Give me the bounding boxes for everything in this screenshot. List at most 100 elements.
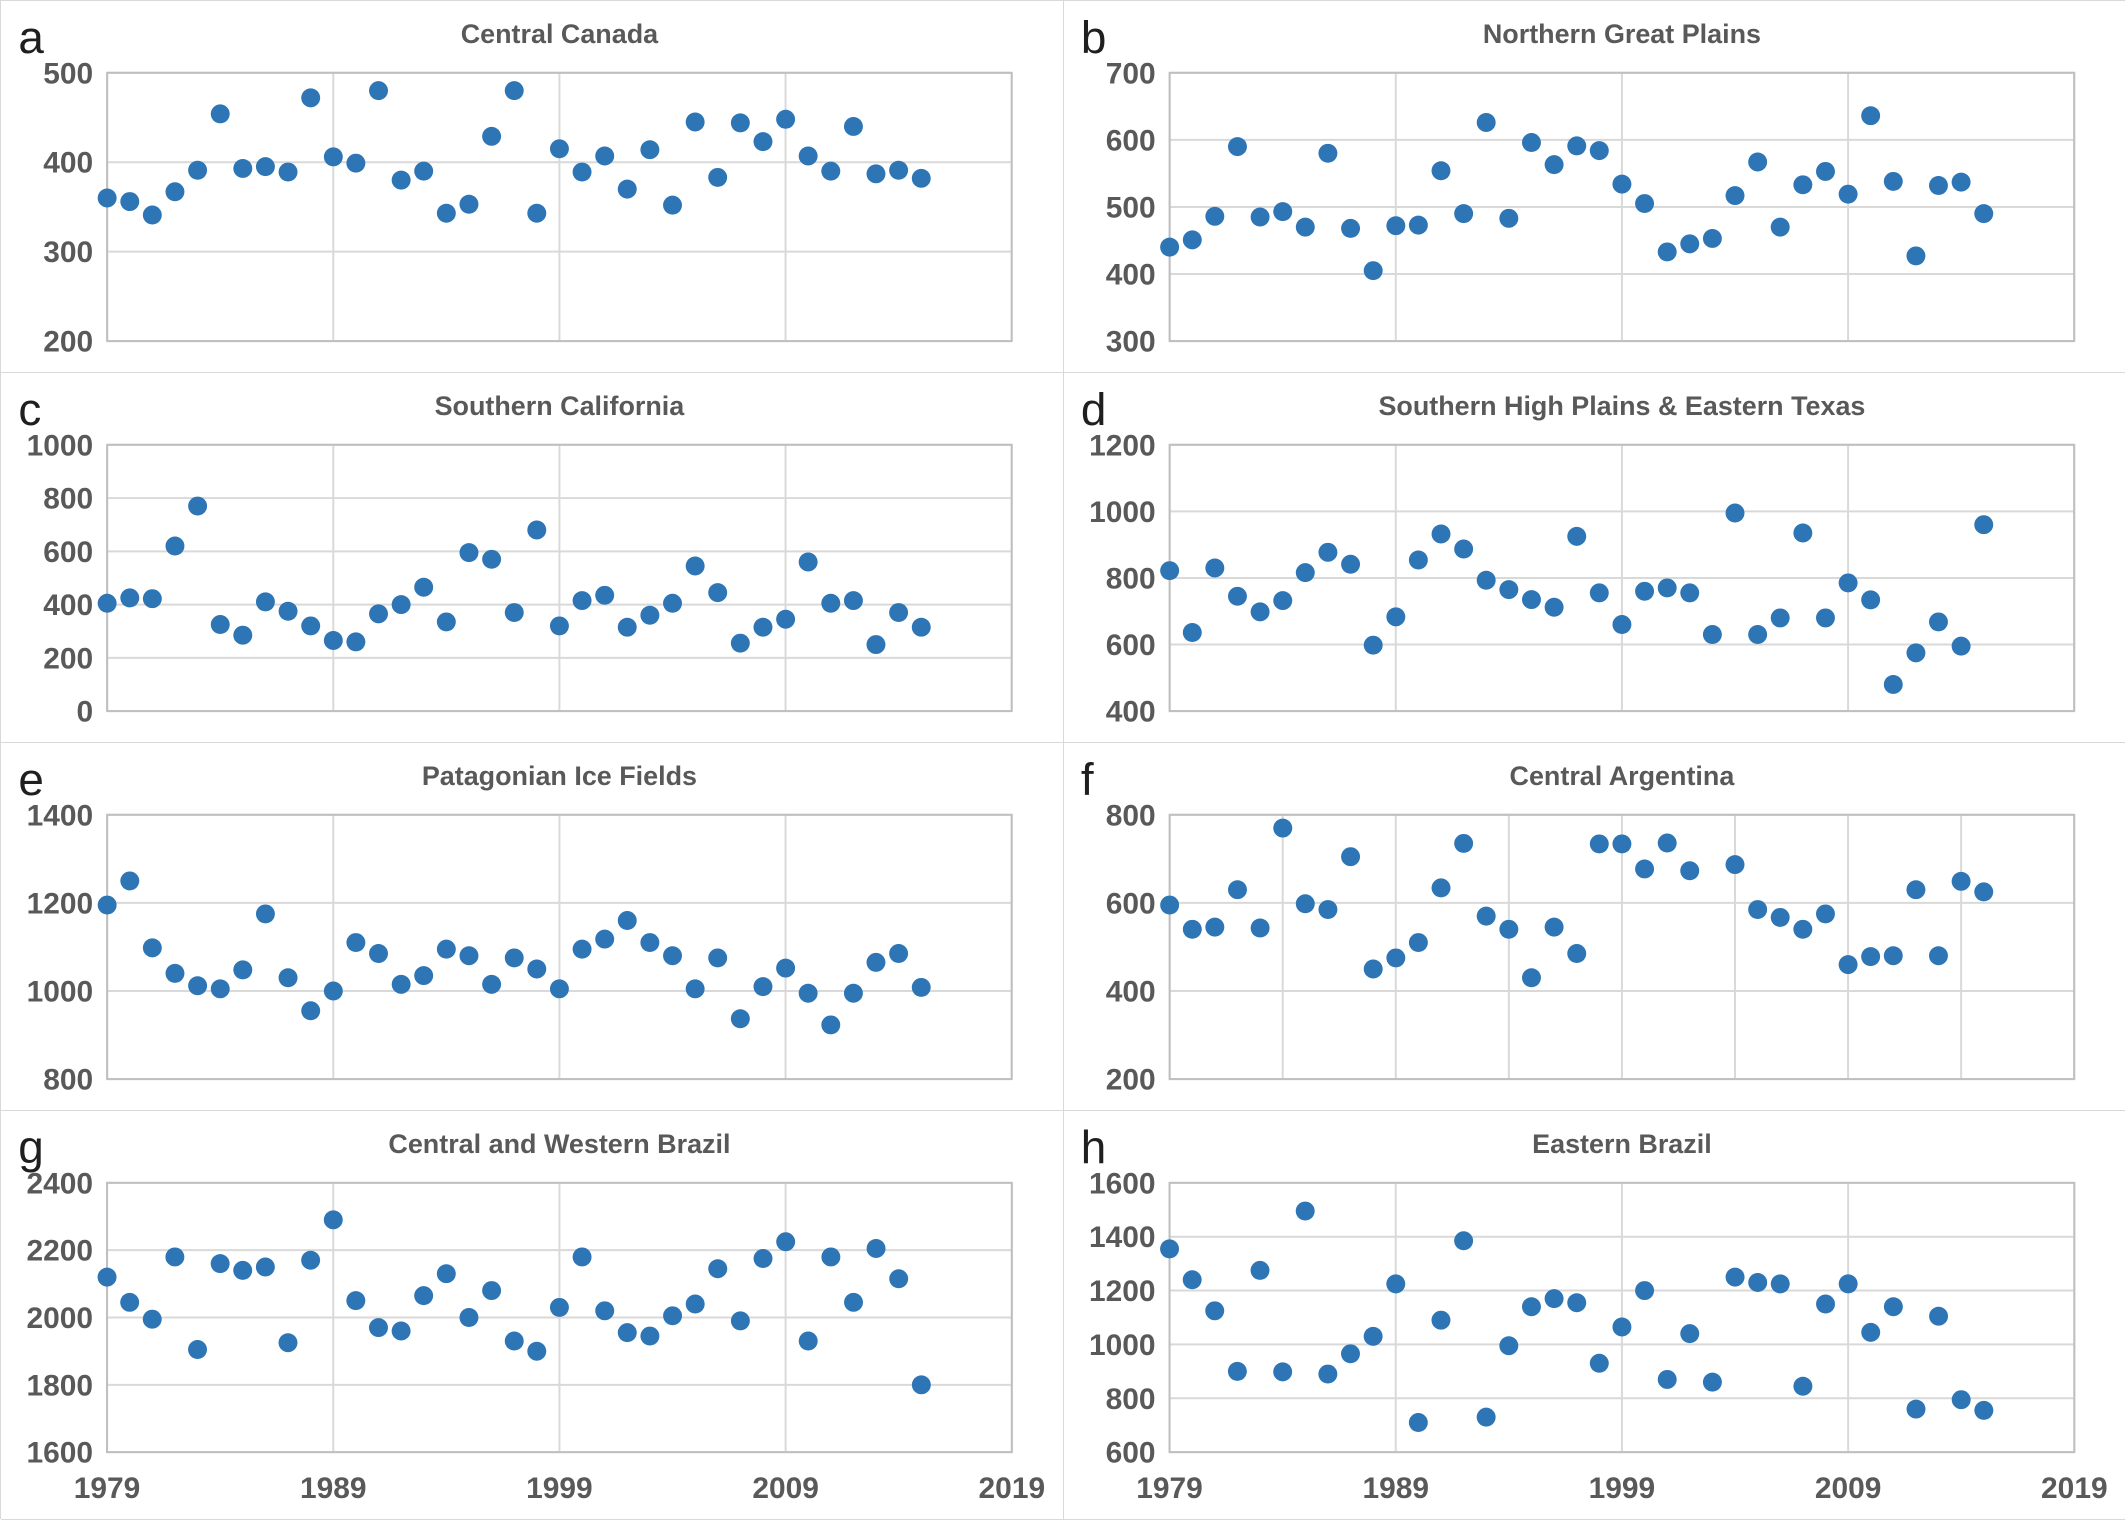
data-point — [301, 88, 321, 108]
data-point — [1521, 1297, 1541, 1317]
data-point — [459, 1308, 479, 1327]
x-axis-label: 1989 — [1362, 1472, 1429, 1505]
gridlines — [106, 443, 1013, 713]
data-point — [1227, 880, 1247, 900]
y-axis-label: 400 — [43, 589, 93, 622]
data-point — [1567, 136, 1587, 156]
data-point — [1635, 859, 1655, 879]
data-point — [776, 958, 796, 978]
data-point — [1476, 112, 1496, 132]
data-point — [414, 577, 434, 597]
data-point — [1770, 608, 1790, 628]
data-point — [142, 938, 162, 958]
data-point — [1454, 1231, 1474, 1251]
data-point — [1725, 855, 1745, 875]
data-point — [843, 591, 863, 611]
data-point — [1341, 218, 1361, 238]
data-point — [1476, 570, 1496, 590]
data-point — [436, 203, 456, 223]
y-axis-label: 600 — [1106, 887, 1156, 920]
data-point — [1408, 215, 1428, 235]
data-point — [97, 188, 117, 208]
data-point — [346, 933, 366, 953]
data-point — [685, 556, 705, 576]
y-axis-label: 200 — [43, 642, 93, 675]
data-point — [1951, 1390, 1971, 1410]
data-point — [165, 182, 185, 202]
y-axis-label: 800 — [1106, 562, 1156, 595]
data-point — [1205, 206, 1225, 226]
data-point — [1883, 946, 1903, 966]
plot-frame — [106, 1181, 1013, 1454]
data-point — [866, 1238, 886, 1258]
data-point — [1227, 137, 1247, 157]
data-point — [889, 160, 909, 180]
data-point — [1974, 515, 1994, 535]
data-point — [255, 904, 275, 924]
data-point — [1815, 608, 1835, 628]
data-point — [1951, 172, 1971, 192]
data-point — [210, 979, 230, 999]
data-point — [1386, 1274, 1406, 1294]
y-axis-label: 1200 — [27, 887, 94, 920]
data-point — [1748, 900, 1768, 920]
data-point — [188, 976, 208, 996]
data-point — [1250, 602, 1270, 622]
data-point — [1793, 1376, 1813, 1396]
data-point — [255, 592, 275, 612]
data-point — [1702, 625, 1722, 644]
data-point — [120, 871, 140, 891]
data-point — [97, 895, 117, 915]
data-point — [391, 974, 411, 994]
data-point — [323, 981, 343, 1001]
data-point — [595, 1301, 615, 1321]
data-point — [1295, 894, 1315, 914]
data-point — [617, 911, 637, 930]
gridlines — [106, 71, 1013, 343]
data-points — [97, 871, 931, 1035]
chart-c: c Southern California 0 200 400 600 800 1000 — [18, 383, 1013, 729]
data-point — [640, 605, 660, 625]
data-point — [1770, 907, 1790, 927]
data-point — [1906, 643, 1926, 663]
y-axis-label: 2400 — [27, 1167, 94, 1200]
panel-title: Southern California — [435, 391, 686, 421]
data-point — [278, 601, 298, 621]
data-point — [1725, 1267, 1745, 1287]
data-point — [1544, 1289, 1564, 1309]
data-point — [640, 140, 660, 160]
data-points — [1160, 106, 1994, 281]
data-point — [1906, 880, 1926, 900]
data-point — [233, 1260, 253, 1280]
data-point — [1951, 636, 1971, 656]
data-point — [1431, 1310, 1451, 1330]
data-point — [527, 959, 547, 979]
y-axis-label: 400 — [1106, 696, 1156, 729]
data-point — [369, 944, 388, 964]
data-point — [1612, 834, 1632, 854]
data-point — [595, 929, 615, 949]
data-point — [482, 126, 502, 146]
data-point — [1408, 933, 1428, 953]
data-point — [1635, 1281, 1655, 1301]
data-point — [1928, 946, 1948, 966]
data-point — [663, 946, 682, 966]
data-point — [414, 966, 434, 986]
data-point — [595, 585, 615, 605]
data-point — [323, 1210, 343, 1230]
data-point — [1861, 590, 1881, 610]
data-point — [120, 588, 140, 608]
data-point — [753, 132, 773, 152]
data-point — [1182, 919, 1202, 939]
data-point — [210, 1254, 230, 1274]
panel-d: d Southern High Plains & Eastern Texas 400… — [1064, 373, 2125, 743]
data-point — [708, 167, 728, 187]
panel-letter: c — [18, 383, 41, 435]
data-point — [1273, 818, 1293, 838]
data-point — [640, 933, 660, 953]
data-point — [369, 81, 388, 101]
data-point — [843, 983, 863, 1003]
data-point — [278, 1333, 298, 1353]
data-point — [165, 536, 185, 556]
data-point — [1250, 207, 1270, 227]
